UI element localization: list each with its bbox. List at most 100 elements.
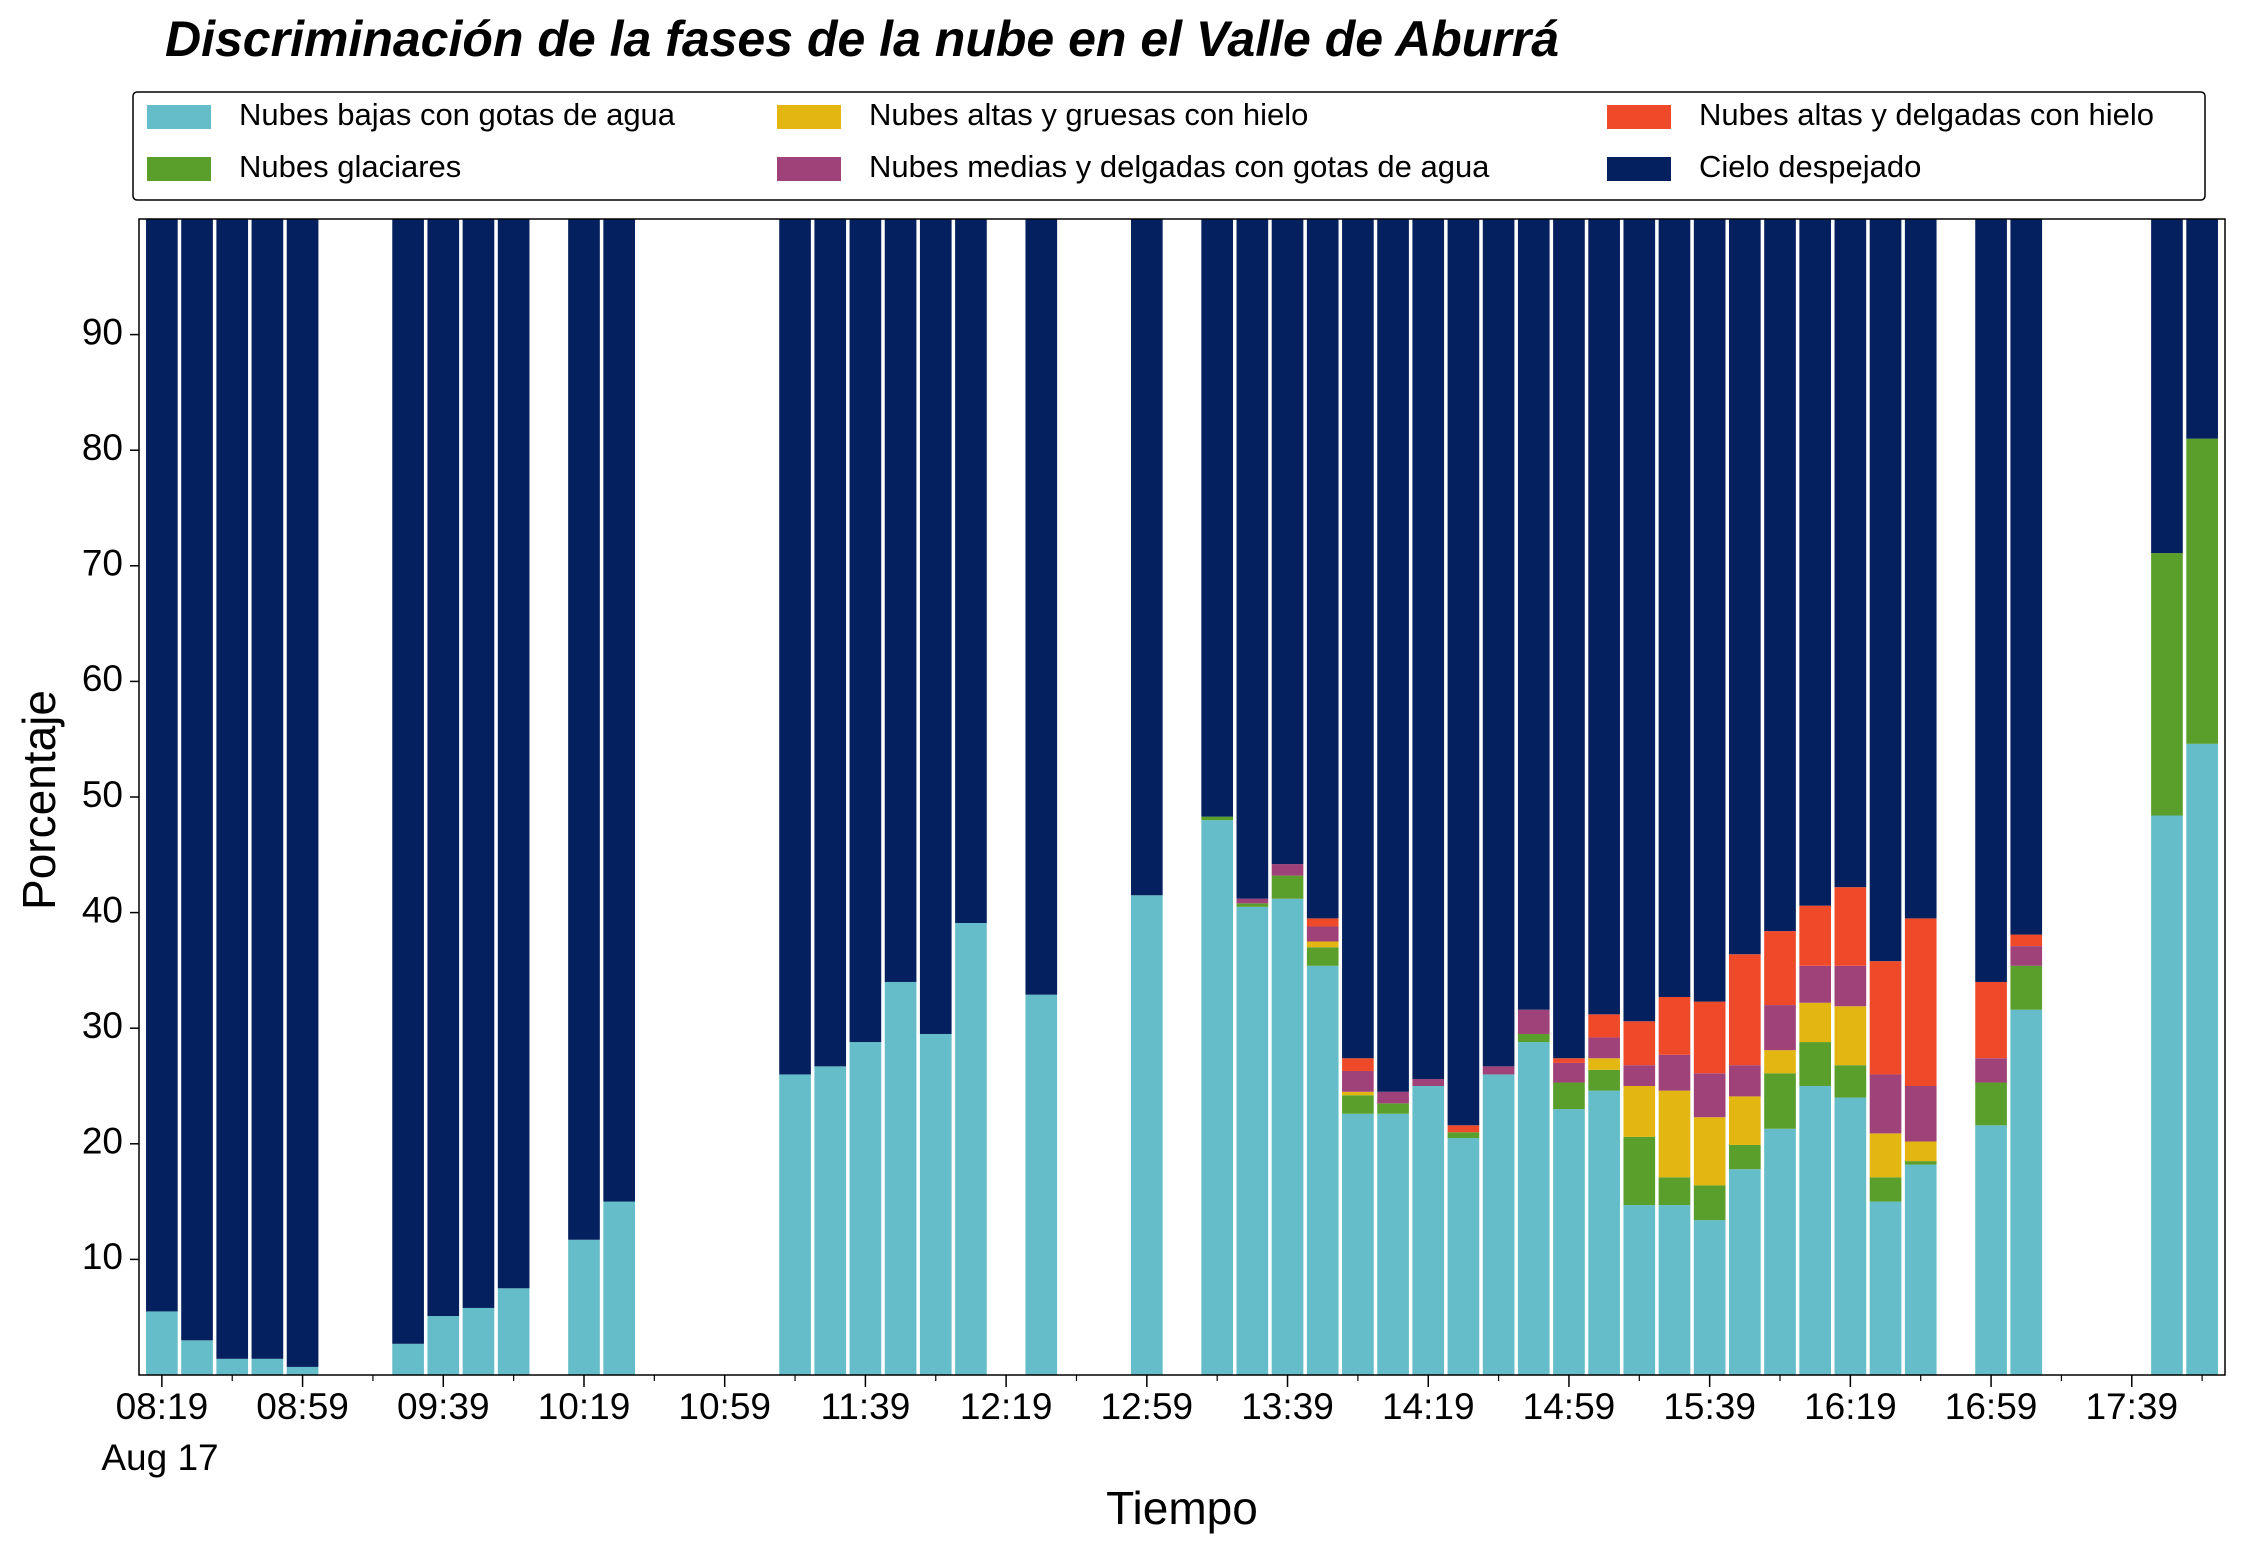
bar-segment [1553, 1062, 1585, 1083]
bar-segment [1764, 931, 1796, 1006]
bar-segment [1869, 219, 1902, 962]
bar-segment [1869, 1074, 1902, 1134]
bar-segment [1799, 965, 1832, 1003]
bar-segment [1658, 219, 1691, 997]
x-tick-label: 08:19 [116, 1386, 209, 1427]
bar-segment [1025, 219, 1058, 995]
bar-segment [1236, 219, 1269, 899]
bar-segment [1271, 875, 1304, 899]
bar-segment [1306, 965, 1339, 1375]
legend-swatch [147, 157, 211, 181]
x-date-label: Aug 17 [101, 1437, 218, 1478]
bar-segment [1517, 1009, 1550, 1034]
bar-segment [1834, 219, 1867, 888]
bar-segment [1306, 941, 1339, 948]
bar-segment [427, 219, 460, 1317]
bar-segment [1447, 1132, 1480, 1139]
bar-segment [1764, 1005, 1796, 1051]
bar-segment [1377, 1113, 1409, 1375]
bar-segment [286, 1366, 319, 1375]
bar-segment [1482, 1074, 1515, 1375]
legend-label: Nubes bajas con gotas de agua [239, 97, 676, 132]
bar-segment [181, 219, 213, 1341]
bar-segment [1623, 1136, 1656, 1206]
bar-segment [1306, 947, 1339, 966]
bar-segment [392, 1343, 424, 1375]
bar-segment [497, 1288, 530, 1375]
bar-segment [1764, 219, 1796, 932]
bar-segment [1306, 219, 1339, 919]
bar-segment [814, 219, 847, 1067]
bar-segment [392, 219, 424, 1344]
bar-segment [1658, 1177, 1691, 1206]
bar-segment [2151, 553, 2183, 816]
bar-segment [1130, 895, 1163, 1375]
bar-segment [462, 219, 495, 1308]
legend-swatch [777, 157, 841, 181]
legend-label: Nubes medias y delgadas con gotas de agu… [869, 149, 1490, 184]
x-tick-label: 13:39 [1241, 1386, 1334, 1427]
legend-swatch [777, 105, 841, 129]
bar-segment [1342, 1070, 1374, 1092]
bar-segment [603, 219, 635, 1202]
bar-segment [1553, 219, 1585, 1059]
bar-segment [1342, 1091, 1374, 1096]
bar-segment [1623, 1205, 1656, 1375]
bar-segment [1306, 926, 1339, 942]
bar-segment [1729, 219, 1761, 955]
bar-segment [2186, 219, 2218, 439]
legend-swatch [1607, 157, 1671, 181]
bar-segment [1693, 1117, 1726, 1186]
bar-segment [1553, 1082, 1585, 1110]
bar-segment [1869, 1177, 1902, 1202]
bar-segment [251, 219, 284, 1359]
bar-segment [1588, 1090, 1620, 1375]
bar-segment [1623, 1086, 1656, 1137]
bar-segment [1834, 1006, 1867, 1066]
bar-segment [1412, 1086, 1445, 1375]
x-tick-label: 12:59 [1101, 1386, 1194, 1427]
bar-segment [1904, 1164, 1937, 1375]
bar-segment [251, 1358, 284, 1375]
x-tick-label: 12:19 [960, 1386, 1053, 1427]
bar-segment [1271, 864, 1304, 876]
x-tick-label: 16:59 [1945, 1386, 2038, 1427]
bar-segment [2010, 1009, 2043, 1375]
bar-segment [2186, 743, 2218, 1375]
bar-segment [955, 219, 987, 924]
bar-segment [1975, 1058, 2007, 1083]
bar-segment [1904, 1141, 1937, 1162]
bar-segment [1342, 1058, 1374, 1071]
bar-segment [2010, 946, 2043, 966]
bar-segment [146, 1311, 178, 1375]
bar-segment [1342, 1095, 1374, 1114]
bar-segment [1799, 1042, 1832, 1086]
bar-segment [1693, 1220, 1726, 1375]
y-tick-label: 70 [82, 543, 123, 584]
legend-label: Cielo despejado [1699, 149, 1921, 184]
bar-segment [603, 1201, 635, 1375]
bar-segment [1904, 918, 1937, 1086]
bar-segment [1904, 219, 1937, 919]
bar-segment [1693, 1073, 1726, 1118]
x-tick-label: 08:59 [256, 1386, 349, 1427]
y-tick-label: 90 [82, 311, 123, 352]
bar-segment [1553, 1058, 1585, 1063]
bar-segment [1729, 1096, 1761, 1145]
y-tick-label: 60 [82, 658, 123, 699]
bar-segment [1588, 1069, 1620, 1091]
bar-segment [1799, 219, 1832, 906]
bar-segment [1025, 994, 1058, 1375]
bar-segment [427, 1316, 460, 1375]
x-tick-label: 11:39 [820, 1386, 910, 1427]
y-tick-label: 40 [82, 889, 123, 930]
bar-segment [1342, 1113, 1374, 1375]
bar-segment [849, 219, 882, 1043]
bar-segment [1729, 1169, 1761, 1375]
bar-segment [1764, 1073, 1796, 1129]
bar-segment [1764, 1050, 1796, 1074]
bar-segment [216, 1358, 249, 1375]
bar-segment [1799, 1086, 1832, 1375]
x-axis-label: Tiempo [1106, 1482, 1258, 1534]
